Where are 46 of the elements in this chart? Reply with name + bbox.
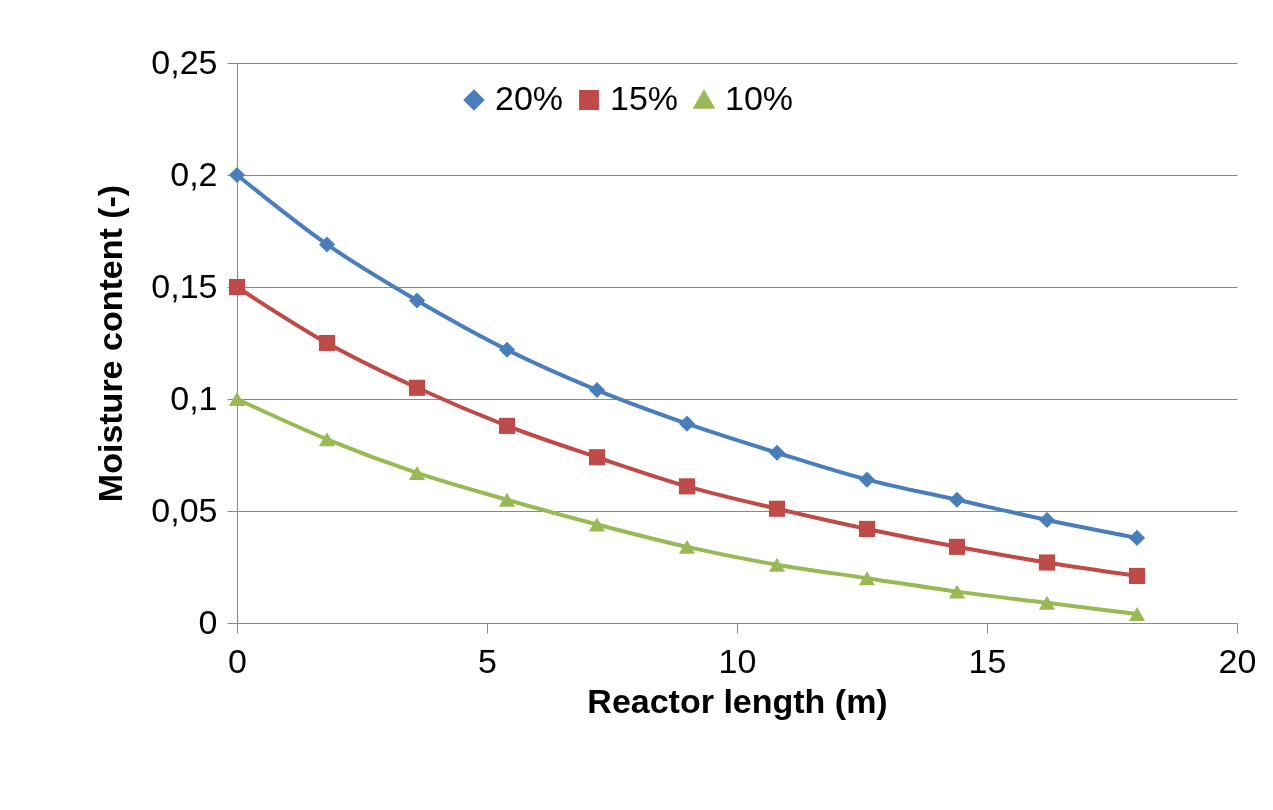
y-tick-label: 0,1: [170, 378, 218, 417]
y-axis-title: Moisture content (-): [91, 184, 130, 503]
x-tick-label: 10: [718, 641, 757, 680]
point: [318, 334, 336, 352]
point: [1128, 607, 1146, 622]
point: [948, 491, 966, 508]
point: [678, 415, 696, 432]
y-tick-label: 0: [198, 602, 218, 641]
point: [498, 417, 516, 434]
point: [588, 449, 606, 466]
point: [498, 492, 516, 507]
x-tick-label: 15: [968, 641, 1007, 680]
point: [1038, 595, 1056, 610]
point: [318, 236, 336, 253]
point: [768, 557, 786, 572]
x-tick-label: 0: [228, 641, 247, 680]
legend-label: 10%: [725, 79, 794, 117]
point: [948, 584, 966, 599]
x-tick-label: 5: [478, 641, 497, 680]
point: [588, 381, 606, 399]
point: [1128, 529, 1146, 546]
point: [948, 538, 966, 555]
point: [678, 539, 696, 554]
y-tick-label: 0,15: [151, 266, 218, 305]
point: [858, 571, 876, 586]
point: [678, 478, 696, 495]
legend-label: 20%: [495, 79, 564, 117]
point: [588, 517, 606, 532]
point: [858, 520, 876, 537]
y-tick-label: 0,25: [151, 42, 218, 81]
x-tick-label: 20: [1218, 641, 1257, 680]
point: [768, 500, 786, 517]
point: [858, 471, 876, 488]
point: [318, 432, 336, 447]
point: [408, 465, 426, 480]
point: [1038, 511, 1056, 529]
point: [498, 341, 516, 358]
legend-label: 15%: [610, 79, 679, 117]
point: [408, 379, 426, 396]
x-axis-title: Reactor length (m): [587, 681, 888, 720]
point: [768, 444, 786, 461]
point: [1038, 554, 1056, 571]
y-tick-label: 0,05: [151, 490, 218, 529]
y-tick-label: 0,2: [170, 154, 218, 193]
point: [408, 292, 426, 309]
point: [1128, 567, 1146, 585]
